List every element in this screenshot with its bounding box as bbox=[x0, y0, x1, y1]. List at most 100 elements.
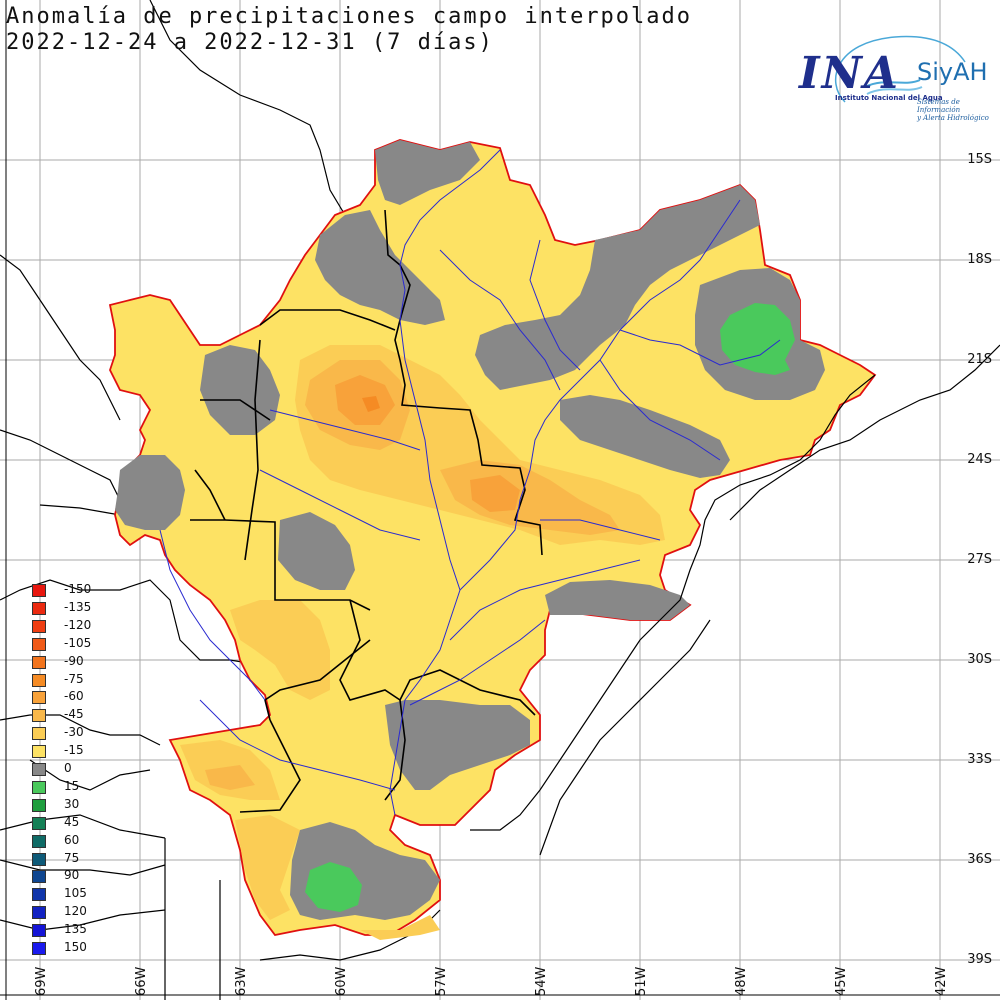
legend-swatch bbox=[32, 942, 46, 955]
legend-label: 150 bbox=[64, 940, 87, 954]
logo-swoosh-icon bbox=[834, 35, 966, 103]
longitude-label: 63W bbox=[234, 966, 249, 996]
latitude-label: 24S bbox=[967, 452, 992, 467]
legend-item: -60 bbox=[32, 689, 152, 707]
legend-swatch bbox=[32, 619, 46, 633]
legend-item: 0 bbox=[32, 761, 152, 779]
anomaly-positive-zones bbox=[305, 303, 795, 912]
legend-item: 45 bbox=[32, 815, 152, 833]
longitude-label: 42W bbox=[934, 966, 949, 996]
legend-label: 15 bbox=[64, 778, 80, 793]
map-title: Anomalía de precipitaciones campo interp… bbox=[6, 4, 693, 29]
legend-swatch bbox=[32, 834, 46, 848]
legend-item: 15 bbox=[32, 779, 152, 797]
logo-siyah-text: SiyAH bbox=[917, 58, 988, 86]
legend-swatch bbox=[32, 888, 46, 902]
legend-swatch bbox=[32, 816, 46, 830]
legend-swatch bbox=[32, 637, 46, 651]
legend-swatch bbox=[32, 852, 46, 866]
legend-item: -135 bbox=[32, 600, 152, 618]
map-date-range: 2022-12-24 a 2022-12-31 (7 días) bbox=[6, 30, 494, 55]
legend-swatch bbox=[32, 798, 46, 812]
coastline bbox=[470, 374, 876, 831]
latitude-label: 21S bbox=[967, 352, 992, 367]
latitude-label: 36S bbox=[967, 852, 992, 867]
latitude-label: 15S bbox=[967, 152, 992, 167]
legend-label: 30 bbox=[64, 796, 80, 811]
legend-swatch bbox=[32, 673, 46, 687]
longitude-label: 57W bbox=[434, 966, 449, 996]
legend-label: 75 bbox=[64, 850, 80, 865]
legend-label: -105 bbox=[64, 635, 92, 650]
legend-item: 90 bbox=[32, 868, 152, 886]
legend-label: 90 bbox=[64, 868, 80, 883]
logo-tagline-1: Sistemas de Información bbox=[917, 98, 961, 114]
legend-item: 60 bbox=[32, 833, 152, 851]
legend-label: -30 bbox=[64, 725, 84, 740]
legend-item: -105 bbox=[32, 636, 152, 654]
latitude-label: 39S bbox=[967, 952, 992, 967]
legend-item: -30 bbox=[32, 725, 152, 743]
legend-label: -45 bbox=[64, 707, 84, 722]
basin-area bbox=[108, 139, 877, 936]
legend-item: 120 bbox=[32, 904, 152, 922]
longitude-label: 69W bbox=[34, 966, 49, 996]
longitude-label: 51W bbox=[634, 966, 649, 996]
legend-label: -135 bbox=[64, 599, 92, 614]
legend-item: 30 bbox=[32, 797, 152, 815]
legend-swatch bbox=[32, 601, 46, 615]
legend-label: 120 bbox=[64, 904, 87, 919]
legend-label: 60 bbox=[64, 832, 80, 847]
legend-label: 135 bbox=[64, 922, 87, 937]
legend-label: 45 bbox=[64, 814, 80, 829]
legend-item: -120 bbox=[32, 618, 152, 636]
legend-swatch bbox=[32, 745, 46, 759]
legend-label: -15 bbox=[64, 743, 84, 758]
logo-ina-text: INA bbox=[799, 48, 900, 99]
legend-item: -75 bbox=[32, 672, 152, 690]
legend-swatch bbox=[32, 763, 46, 776]
legend-item: 105 bbox=[32, 886, 152, 904]
legend-swatch bbox=[32, 691, 46, 705]
legend-label: -90 bbox=[64, 653, 84, 668]
legend-swatch bbox=[32, 584, 46, 597]
legend-swatch bbox=[32, 709, 46, 723]
legend-item: -15 bbox=[32, 743, 152, 761]
legend-item: 135 bbox=[32, 922, 152, 940]
legend-label: -75 bbox=[64, 671, 84, 686]
logo-subtitle: Instituto Nacional del Agua bbox=[835, 94, 943, 102]
legend-swatch bbox=[32, 924, 46, 938]
latitude-label: 33S bbox=[967, 752, 992, 767]
legend-label: -120 bbox=[64, 617, 92, 632]
logo-tagline: Sistemas de Información y Alerta Hidroló… bbox=[917, 98, 995, 122]
longitude-label: 54W bbox=[534, 966, 549, 996]
rivers bbox=[159, 149, 781, 816]
logo-tagline-2: y Alerta Hidrológico bbox=[917, 114, 989, 122]
longitude-label: 45W bbox=[834, 966, 849, 996]
legend-label: 0 bbox=[64, 761, 72, 775]
legend-label: -150 bbox=[64, 582, 92, 596]
longitude-label: 66W bbox=[134, 966, 149, 996]
legend-item: -90 bbox=[32, 654, 152, 672]
latitude-label: 30S bbox=[967, 652, 992, 667]
legend-label: 105 bbox=[64, 886, 87, 901]
longitude-label: 60W bbox=[334, 966, 349, 996]
legend-swatch bbox=[32, 727, 46, 741]
legend-item: 75 bbox=[32, 851, 152, 869]
legend-swatch bbox=[32, 906, 46, 920]
anomaly-75-zone bbox=[362, 396, 380, 412]
legend-item: -150 bbox=[32, 582, 152, 600]
legend-swatch bbox=[32, 780, 46, 794]
legend-label: -60 bbox=[64, 689, 84, 704]
legend-swatch bbox=[32, 870, 46, 884]
latitude-label: 18S bbox=[967, 252, 992, 267]
legend-item: -45 bbox=[32, 707, 152, 725]
ina-siyah-logo: INA SiyAH Instituto Nacional del Agua Si… bbox=[795, 32, 995, 132]
legend-swatch bbox=[32, 655, 46, 669]
latitude-label: 27S bbox=[967, 552, 992, 567]
longitude-label: 48W bbox=[734, 966, 749, 996]
legend-item: 150 bbox=[32, 940, 152, 958]
